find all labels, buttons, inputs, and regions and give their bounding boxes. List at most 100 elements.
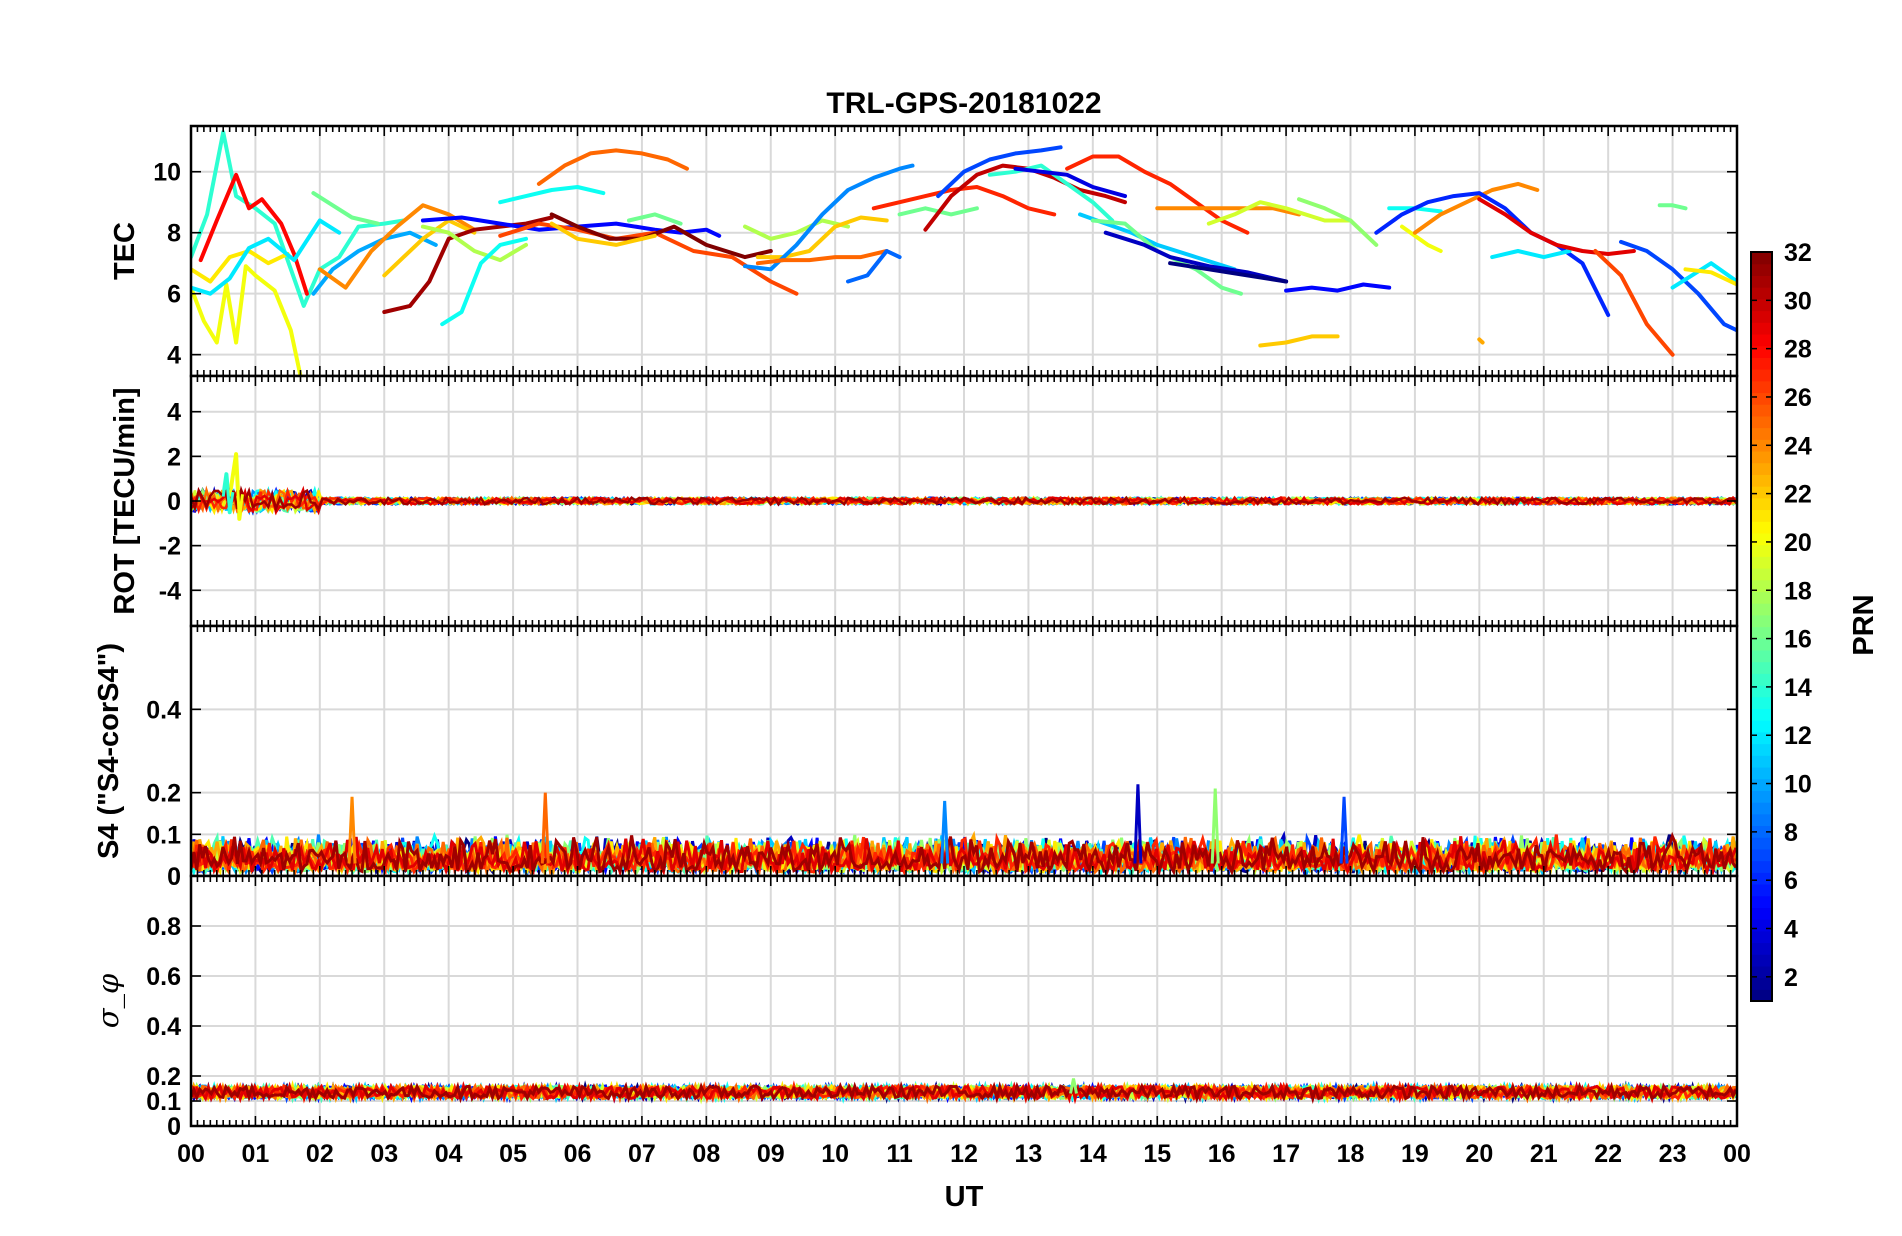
panel-sigma-phi: 00.10.2 0.4 0.6 0.8 σ_φ	[91, 874, 1739, 1141]
colorbar-band	[1751, 345, 1772, 358]
colorbar-frame	[1750, 251, 1773, 1002]
panel-rot-ytick-label: -2	[159, 533, 181, 561]
series-line-prn-1	[1168, 261, 1289, 284]
x-tick-label: 05	[499, 1140, 527, 1168]
series-line-prn-12	[1490, 249, 1572, 260]
series-line-prn-3	[1103, 230, 1289, 284]
colorbar-band	[1751, 369, 1772, 382]
colorbar-tick-label: 32	[1784, 239, 1812, 267]
colorbar-band	[1751, 790, 1772, 803]
panel-tec: 4 6 8 10 TEC	[109, 124, 1739, 378]
panel-s4-ytick-label: 0.2	[146, 780, 181, 808]
colorbar-tick-label: 24	[1784, 432, 1812, 460]
panel-s4-ytick-label: 0	[167, 863, 181, 891]
panel-rot-ytick-label: 2	[167, 443, 181, 471]
colorbar-band	[1751, 357, 1772, 370]
rot-spike-prn-20	[228, 453, 244, 520]
series-line-prn-24	[317, 203, 477, 290]
series-line-prn-32	[549, 212, 773, 260]
colorbar-band	[1751, 872, 1772, 885]
colorbar-band	[1751, 474, 1772, 487]
s4-noise-prn-31	[191, 831, 1737, 876]
series-line-prn-27	[1065, 154, 1250, 235]
colorbar-tick-label: 10	[1784, 771, 1812, 799]
series-line-prn-10	[311, 230, 438, 296]
colorbar-band	[1751, 591, 1772, 604]
panel-tec-yticks: 4 6 8 10	[153, 124, 1739, 378]
rot-spike-prn-14	[221, 473, 235, 513]
colorbar-band	[1751, 965, 1772, 979]
colorbar-tick-label: 16	[1784, 626, 1812, 654]
x-tick-label: 04	[435, 1140, 463, 1168]
series-line-prn-19	[1206, 200, 1353, 226]
panel-s4-grid	[190, 626, 1738, 877]
panel-sigma-phi-ylabel: σ_φ	[91, 973, 126, 1028]
colorbar-tick-label: 28	[1784, 336, 1812, 364]
colorbar-tick-label: 8	[1784, 819, 1798, 847]
colorbar-band	[1751, 930, 1772, 944]
colorbar-band	[1751, 310, 1772, 323]
colorbar-label: PRN	[1848, 594, 1880, 655]
x-tick-label: 02	[306, 1140, 334, 1168]
colorbar-band	[1751, 380, 1772, 394]
x-tick-label: 22	[1594, 1140, 1622, 1168]
series-line-prn-16	[1657, 203, 1688, 211]
series-line-prn-13	[440, 236, 528, 327]
panel-sig-ytick-label: 0.1	[146, 1088, 181, 1116]
panel-rot-ytick-label: 0	[167, 488, 181, 516]
colorbar-band	[1751, 333, 1772, 347]
panel-sigma-phi-series	[191, 1078, 1737, 1105]
series-line-prn-25	[755, 249, 889, 266]
colorbar-band	[1751, 720, 1772, 733]
colorbar-tick-label: 18	[1784, 577, 1812, 605]
x-tick-label: 03	[370, 1140, 398, 1168]
x-tick-label: 09	[757, 1140, 785, 1168]
series-line-prn-6	[1374, 191, 1611, 317]
colorbar-band	[1751, 263, 1772, 276]
rot-noise-prn-31	[191, 485, 1737, 514]
series-line-prn-28	[198, 172, 309, 296]
colorbar-band	[1751, 439, 1772, 452]
panel-tec-series	[191, 130, 1737, 376]
x-tick-labels: 00 01 02 03 04 05 06 07 08 09 10 11 12 13 14 15 16 17 18 19…	[177, 1140, 1751, 1168]
colorbar-tick-label: 6	[1784, 867, 1798, 895]
x-tick-label: 16	[1208, 1140, 1236, 1168]
sig-noise-prn-31	[191, 1081, 1737, 1105]
series-line-prn-7	[936, 145, 1063, 199]
colorbar-band	[1751, 813, 1772, 827]
s4-spike-prn-9	[940, 800, 950, 864]
x-tick-label: 07	[628, 1140, 656, 1168]
sig-spike-prn-17	[1069, 1078, 1078, 1094]
panel-rot-ytick-label: 4	[167, 399, 181, 427]
x-tick-label: 14	[1079, 1140, 1107, 1168]
series-line-prn-18	[743, 218, 850, 241]
colorbar-band	[1751, 942, 1772, 955]
colorbar-band	[1751, 532, 1772, 546]
colorbar-band	[1751, 766, 1772, 780]
x-tick-label: 13	[1015, 1140, 1043, 1168]
panel-rot-series	[191, 452, 1737, 521]
series-line-prn-16	[311, 191, 380, 226]
s4-spike-prn-25	[540, 792, 550, 864]
x-tick-label: 17	[1272, 1140, 1300, 1168]
colorbar-band	[1751, 802, 1772, 815]
colorbar-band	[1751, 860, 1772, 873]
panel-s4-ylabel: S4 ("S4-corS4")	[93, 643, 125, 859]
colorbar-band	[1751, 567, 1772, 581]
s4-spike-prn-17	[1210, 788, 1220, 864]
x-tick-label: 21	[1530, 1140, 1558, 1168]
panel-tec-ytick-label: 8	[167, 220, 181, 248]
series-line-prn-20	[191, 264, 303, 376]
panel-sigma-phi-yticks: 00.10.2 0.4 0.6 0.8	[146, 874, 1739, 1141]
series-line-prn-17	[1297, 197, 1379, 247]
x-tick-label: 15	[1143, 1140, 1171, 1168]
s4-spike-prn-7	[1339, 796, 1349, 864]
series-line-prn-22	[755, 215, 889, 260]
colorbar-band	[1751, 989, 1772, 1002]
colorbar-band	[1751, 392, 1772, 405]
colorbar-band	[1751, 509, 1772, 522]
panel-rot-ytick-label: -4	[159, 577, 181, 605]
colorbar-band	[1751, 275, 1772, 288]
colorbar-band	[1751, 825, 1772, 838]
colorbar-band	[1751, 287, 1772, 300]
